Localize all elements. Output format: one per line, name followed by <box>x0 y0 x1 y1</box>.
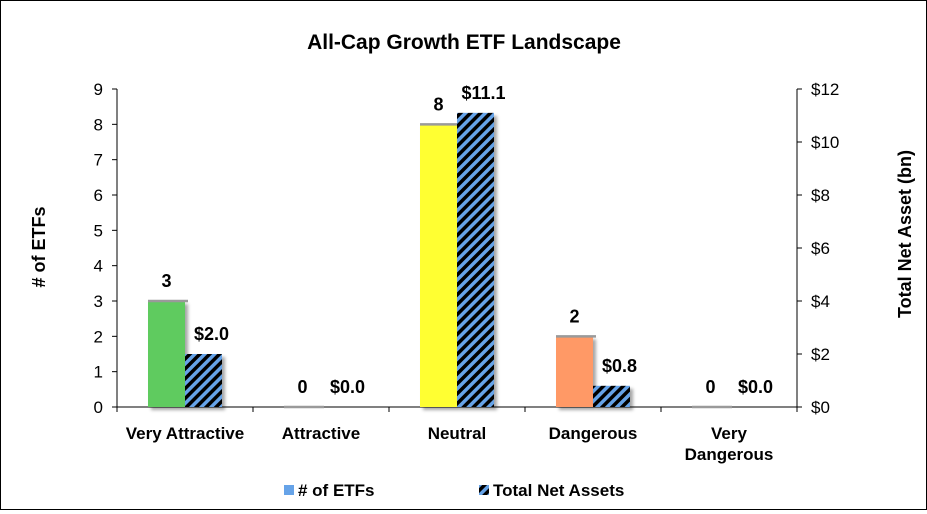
y-tick-label: 8 <box>94 115 103 134</box>
legend-label-assets: Total Net Assets <box>493 481 624 500</box>
y-axis-label: # of ETFs <box>29 206 49 287</box>
y2-tick-label: $8 <box>811 186 830 205</box>
legend-swatch-assets <box>479 485 489 495</box>
data-label-etf-count: 0 <box>297 377 307 397</box>
y-tick-label: 1 <box>94 363 103 382</box>
bar-net-assets <box>457 112 494 407</box>
data-label-net-assets: $0.0 <box>738 377 773 397</box>
legend: # of ETFs Total Net Assets <box>284 481 624 500</box>
y-tick-label: 5 <box>94 221 103 240</box>
y2-tick-label: $12 <box>811 80 839 99</box>
bar-etf-count <box>420 124 457 407</box>
legend-swatch-etfs <box>284 485 294 495</box>
data-label-etf-count: 8 <box>433 94 443 114</box>
y-tick-label: 2 <box>94 327 103 346</box>
y-tick-label: 7 <box>94 151 103 170</box>
bar-net-assets <box>185 354 222 407</box>
y-tick-label: 4 <box>94 257 103 276</box>
data-label-net-assets: $11.1 <box>461 83 505 103</box>
bars <box>148 112 732 409</box>
data-label-net-assets: $0.0 <box>330 377 365 397</box>
x-tick-label: Neutral <box>428 424 487 443</box>
chart-title: All-Cap Growth ETF Landscape <box>307 31 621 54</box>
data-label-net-assets: $2.0 <box>194 324 229 344</box>
axes: 0 1 2 3 4 5 6 7 8 9 $0 $2 $4 $6 $8 $10 $12 Very Attractiv… <box>94 80 840 464</box>
data-label-net-assets: $0.8 <box>602 356 637 376</box>
y2-tick-label: $0 <box>811 398 830 417</box>
y-tick-label: 6 <box>94 186 103 205</box>
bar-etf-count <box>148 301 185 407</box>
y2-tick-label: $4 <box>811 292 830 311</box>
y2-axis-label: Total Net Asset (bn) <box>895 150 915 318</box>
x-tick-label: Attractive <box>282 424 360 443</box>
bar-net-assets <box>593 385 630 407</box>
labels: 3 $2.0 0 $0.0 8 $11.1 2 $0.8 0 $0.0 <box>161 83 773 397</box>
x-tick-label: Dangerous <box>685 445 774 464</box>
data-label-etf-count: 0 <box>705 377 715 397</box>
y2-tick-label: $6 <box>811 239 830 258</box>
legend-label-etfs: # of ETFs <box>298 481 375 500</box>
y2-tick-label: $2 <box>811 345 830 364</box>
bar-etf-count <box>556 336 593 407</box>
x-tick-label: Very Attractive <box>126 424 244 443</box>
y-tick-label: 9 <box>94 80 103 99</box>
y-tick-label: 0 <box>94 398 103 417</box>
y-tick-label: 3 <box>94 292 103 311</box>
data-label-etf-count: 2 <box>569 306 579 326</box>
data-label-etf-count: 3 <box>161 271 171 291</box>
x-tick-label: Dangerous <box>549 424 638 443</box>
y2-tick-label: $10 <box>811 133 839 152</box>
x-tick-label: Very <box>711 424 747 443</box>
